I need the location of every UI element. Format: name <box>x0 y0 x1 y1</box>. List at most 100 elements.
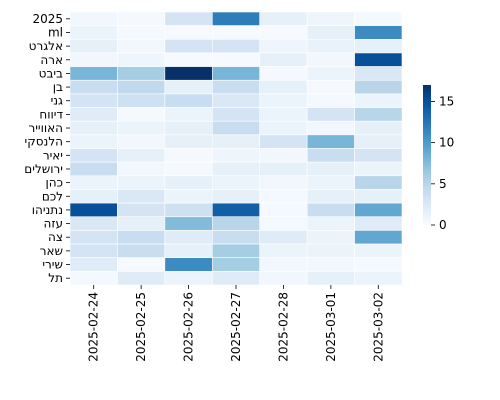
heatmap-cell <box>259 175 308 190</box>
heatmap-cell <box>306 202 355 218</box>
y-tick-label: דיווח <box>39 107 63 121</box>
y-tick-label: עזה <box>43 217 63 231</box>
heatmap-cell <box>211 175 261 190</box>
heatmap-cell <box>306 161 355 177</box>
heatmap-cell <box>211 271 261 286</box>
colorbar-tick-label: 15 <box>439 94 454 108</box>
colorbar-tick-label: 10 <box>439 136 454 150</box>
heatmap-cell <box>211 243 261 259</box>
heatmap-cell <box>354 79 403 95</box>
heatmap-cell <box>306 189 355 204</box>
heatmap-cell <box>117 202 166 218</box>
heatmap-cell <box>211 52 261 67</box>
heatmap-cell <box>354 271 403 286</box>
heatmap-cell <box>164 161 213 177</box>
heatmap-cell <box>164 202 213 218</box>
y-tick-label: צה <box>48 230 63 244</box>
heatmap-cell <box>69 107 118 122</box>
heatmap-cell <box>211 120 261 136</box>
heatmap-cell <box>211 257 261 272</box>
heatmap-cell <box>69 189 118 204</box>
heatmap-cell <box>69 271 118 286</box>
y-tick-label: נתניהו <box>32 203 63 217</box>
heatmap-cell <box>164 120 213 136</box>
heatmap-cell <box>211 230 261 245</box>
heatmap-cell <box>117 161 166 177</box>
heatmap-cell <box>354 66 403 81</box>
heatmap-cell <box>306 271 355 286</box>
heatmap-cell <box>306 120 355 136</box>
heatmap-cell <box>164 134 213 149</box>
heatmap-cell <box>259 243 308 259</box>
heatmap-cell <box>259 271 308 286</box>
heatmap-cell <box>354 202 403 218</box>
heatmap-cell <box>259 161 308 177</box>
heatmap-cell <box>117 189 166 204</box>
heatmap-cell <box>306 25 355 40</box>
heatmap-cell <box>164 93 213 108</box>
heatmap-cell <box>117 66 166 81</box>
heatmap-cell <box>117 93 166 108</box>
heatmap-cell <box>117 25 166 40</box>
heatmap-cell <box>354 120 403 136</box>
y-tick-label: שאר <box>40 244 63 258</box>
heatmap-cell <box>306 243 355 259</box>
heatmap-cell <box>354 107 403 122</box>
heatmap-cell <box>117 271 166 286</box>
y-tick-label: לכם <box>42 189 63 203</box>
x-tick-label: 2025-03-02 <box>371 292 385 362</box>
heatmap-cell <box>306 79 355 95</box>
heatmap-cell <box>211 66 261 81</box>
heatmap-cell <box>211 134 261 149</box>
colorbar: 0 5 10 15 <box>423 85 454 232</box>
heatmap-cell <box>164 38 213 54</box>
y-tick-label: האווייר <box>28 121 63 135</box>
heatmap-cell <box>164 107 213 122</box>
y-tick-label: הלנסקי <box>25 135 63 149</box>
heatmap-cell <box>259 107 308 122</box>
y-tick-label: 2025 <box>32 12 63 26</box>
heatmap-cell <box>164 52 213 67</box>
heatmap-cell <box>259 230 308 245</box>
heatmap-cell <box>259 52 308 67</box>
x-tick-label: 2025-02-24 <box>87 292 101 362</box>
heatmap-cell <box>259 257 308 272</box>
heatmap-cell <box>69 93 118 108</box>
heatmap-cell <box>306 66 355 81</box>
x-tick-labels: 2025-02-24 2025-02-25 2025-02-26 2025-02-27… <box>87 285 385 362</box>
heatmap-cell <box>69 216 118 231</box>
heatmap-cell <box>306 107 355 122</box>
heatmap-cell <box>69 243 118 259</box>
heatmap-cell <box>211 202 261 218</box>
y-tick-label: ירושלים <box>24 162 63 176</box>
heatmap-cell <box>306 148 355 163</box>
heatmap-cell <box>164 230 213 245</box>
y-tick-label: תל <box>48 271 63 285</box>
heatmap-cell <box>306 52 355 67</box>
heatmap-cell <box>259 11 308 26</box>
heatmap-cell <box>259 25 308 40</box>
heatmap-cell <box>354 52 403 67</box>
heatmap-cell <box>117 230 166 245</box>
x-tick-label: 2025-02-25 <box>134 292 148 362</box>
heatmap-cell <box>69 25 118 40</box>
heatmap-cell <box>354 148 403 163</box>
heatmap-cell <box>164 243 213 259</box>
heatmap-cell <box>259 134 308 149</box>
heatmap-cells <box>69 11 403 286</box>
heatmap-cell <box>117 38 166 54</box>
heatmap-cell <box>211 79 261 95</box>
heatmap-cell <box>259 148 308 163</box>
heatmap-cell <box>117 243 166 259</box>
y-tick-label: כהן <box>46 176 63 190</box>
heatmap-cell <box>259 202 308 218</box>
heatmap-cell <box>164 148 213 163</box>
x-tick-label: 2025-02-28 <box>276 292 290 362</box>
heatmap-cell <box>117 175 166 190</box>
heatmap-cell <box>211 25 261 40</box>
heatmap-cell <box>117 107 166 122</box>
y-tick-labels: 2025mlאלגרטארהביבטבןגנידיווחהאוויירהלנסק… <box>24 12 70 285</box>
heatmap-cell <box>164 271 213 286</box>
heatmap-cell <box>117 134 166 149</box>
heatmap-cell <box>354 134 403 149</box>
